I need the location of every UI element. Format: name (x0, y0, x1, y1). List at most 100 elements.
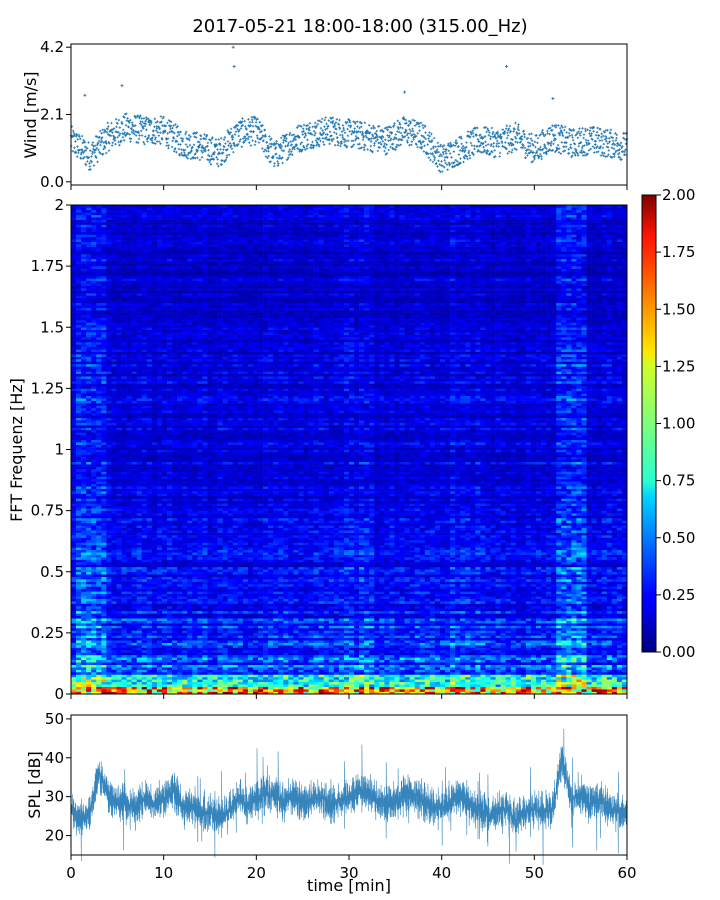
spectrogram-cell (116, 308, 121, 311)
spectrogram-cell (137, 450, 142, 453)
spectrogram-cell (187, 271, 192, 274)
spectrogram-cell (147, 232, 152, 235)
spectrogram-cell (106, 684, 111, 687)
spectrogram-cell (142, 393, 147, 396)
spectrogram-cell (177, 442, 182, 445)
spectrogram-cell (177, 594, 182, 597)
spectrogram-cell (192, 630, 197, 633)
spectrogram-cell (142, 310, 147, 313)
spectrogram-cell (172, 577, 177, 580)
spectrogram-cell (142, 503, 147, 506)
spectrogram-cell (162, 254, 167, 257)
spectrogram-cell (106, 247, 111, 250)
spectrogram-cell (122, 599, 127, 602)
spectrogram-cell (76, 687, 81, 690)
spectrogram-cell (86, 533, 91, 536)
spectrogram-cell (137, 604, 142, 607)
spectrogram-cell (76, 682, 81, 685)
spectrogram-cell (147, 256, 152, 259)
spectrogram-cell (182, 220, 187, 223)
spectrogram-cell (132, 557, 137, 560)
spectrogram-cell (96, 469, 101, 472)
spectrogram-cell (162, 344, 167, 347)
spectrogram-cell (116, 628, 121, 631)
spectrogram-cell (142, 674, 147, 677)
spectrogram-cell (106, 239, 111, 242)
spectrogram-cell (116, 239, 121, 242)
spectrogram-cell (91, 518, 96, 521)
spectrogram-cell (187, 628, 192, 631)
spectrogram-cell (127, 484, 132, 487)
spectrogram-cell (162, 322, 167, 325)
spectrogram-cell (187, 317, 192, 320)
spectrogram-cell (116, 310, 121, 313)
spectrogram-cell (162, 626, 167, 629)
spectrogram-cell (182, 591, 187, 594)
spectrogram-cell (177, 225, 182, 228)
spectrogram-cell (96, 516, 101, 519)
spectrogram-cell (182, 398, 187, 401)
spectrogram-cell (116, 440, 121, 443)
spectrogram-cell (127, 533, 132, 536)
spectrogram-cell (81, 249, 86, 252)
spectrogram-cell (91, 425, 96, 428)
spectrogram-cell (76, 486, 81, 489)
spectrogram-cell (106, 308, 111, 311)
spectrogram-cell (127, 379, 132, 382)
spectrogram-cell (111, 547, 116, 550)
spectrogram-cell (157, 281, 162, 284)
spectrogram-cell (127, 479, 132, 482)
spectrogram-cell (86, 454, 91, 457)
spectrogram-cell (101, 562, 106, 565)
spectrogram-cell (157, 547, 162, 550)
spectrogram-cell (101, 579, 106, 582)
spectrogram-cell (132, 242, 137, 245)
spectrogram-cell (152, 215, 157, 218)
spectrogram-cell (122, 469, 127, 472)
spectrogram-cell (122, 645, 127, 648)
spectrogram-cell (152, 682, 157, 685)
spectrogram-cell (172, 247, 177, 250)
spectrogram-cell (172, 420, 177, 423)
spectrogram-cell (157, 604, 162, 607)
spectrogram-cell (142, 320, 147, 323)
spectrogram-cell (111, 283, 116, 286)
spectrogram-cell (137, 567, 142, 570)
spectrogram-cell (162, 420, 167, 423)
spectrogram-cell (182, 415, 187, 418)
spectrogram-cell (71, 655, 76, 658)
spectrogram-cell (172, 293, 177, 296)
spectrogram-cell (101, 530, 106, 533)
spectrogram-cell (101, 533, 106, 536)
spectrogram-cell (96, 425, 101, 428)
spectrogram-cell (172, 440, 177, 443)
spectrogram-cell (101, 254, 106, 257)
spectrogram-cell (177, 220, 182, 223)
spectrogram-cell (137, 425, 142, 428)
spectrogram-cell (81, 594, 86, 597)
spectrogram-cell (167, 300, 172, 303)
spectrogram-cell (101, 491, 106, 494)
spectrogram-cell (111, 303, 116, 306)
spectrogram-cell (187, 670, 192, 673)
spectrogram-cell (132, 684, 137, 687)
spectrogram-cell (71, 594, 76, 597)
spectrogram-cell (167, 423, 172, 426)
spectrogram-cell (122, 596, 127, 599)
spectrogram-cell (147, 560, 152, 563)
spectrogram-cell (101, 430, 106, 433)
spectrogram-cell (81, 582, 86, 585)
spectrogram-cell (142, 498, 147, 501)
spectrogram-cell (182, 660, 187, 663)
spectrogram-cell (86, 437, 91, 440)
spectrogram-cell (182, 655, 187, 658)
spectrogram-cell (76, 393, 81, 396)
spectrogram-cell (71, 369, 76, 372)
spectrogram-cell (172, 215, 177, 218)
spectrogram-cell (91, 305, 96, 308)
spectrogram-cell (152, 618, 157, 621)
spectrogram-cell (182, 303, 187, 306)
spectrogram-cell (187, 616, 192, 619)
spectrogram-cell (137, 538, 142, 541)
spectrogram-cell (137, 420, 142, 423)
